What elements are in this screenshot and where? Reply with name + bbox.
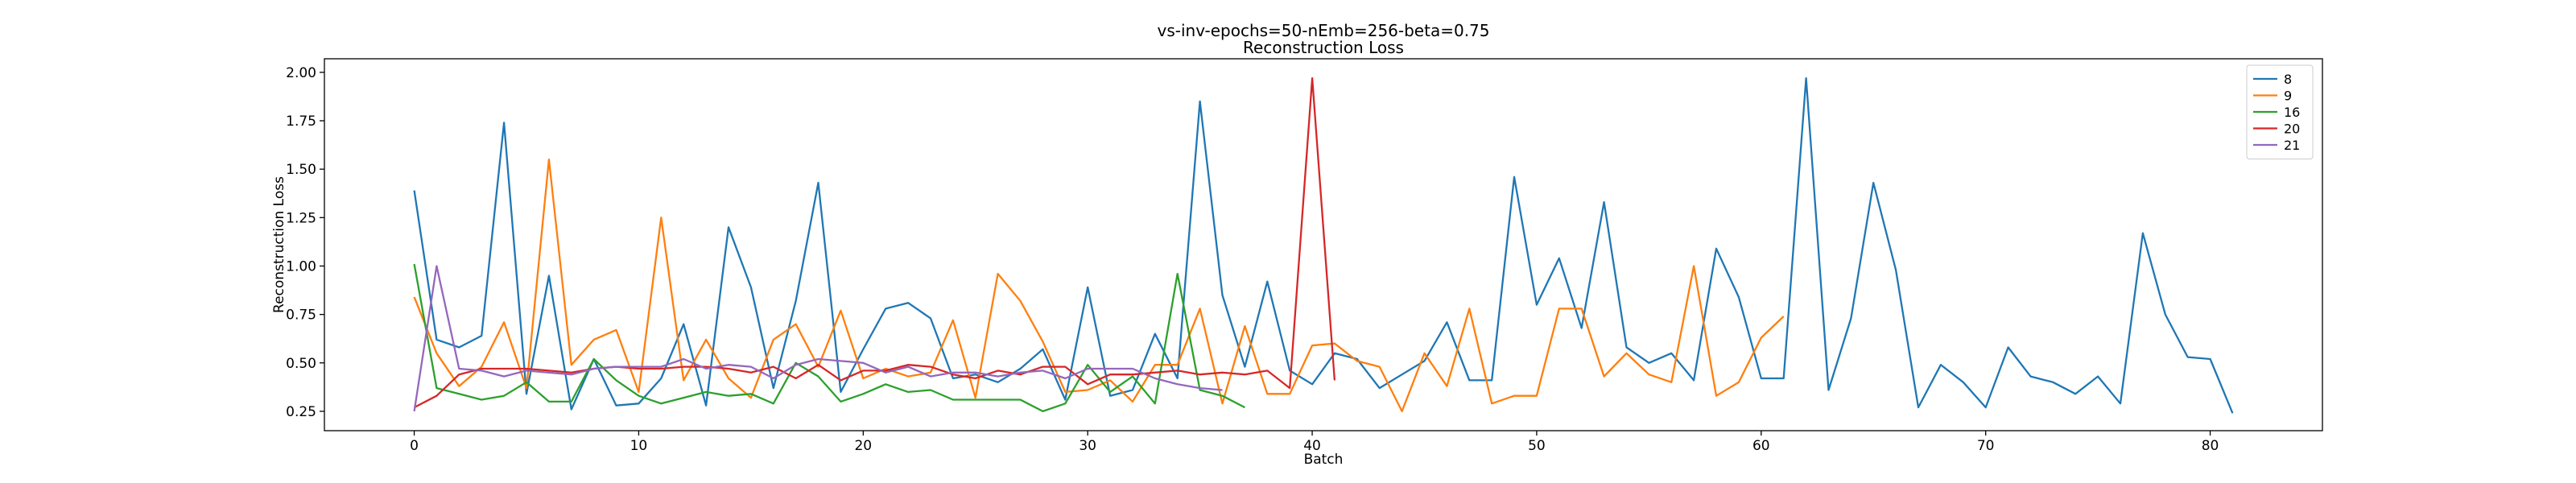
y-tick-label: 2.00: [286, 65, 316, 81]
x-tick-label: 20: [854, 438, 872, 454]
y-axis-label: Reconstruction Loss: [271, 176, 287, 313]
x-axis-label: Batch: [1304, 452, 1344, 468]
legend-label-8: 8: [2284, 72, 2292, 87]
y-tick-label: 1.00: [286, 258, 316, 275]
y-tick-label: 0.25: [286, 404, 316, 420]
x-tick-label: 30: [1079, 438, 1096, 454]
x-tick-label: 50: [1528, 438, 1546, 454]
series-line-20: [414, 76, 1336, 409]
y-tick-label: 1.25: [286, 210, 316, 226]
legend-label-16: 16: [2284, 105, 2300, 120]
series-line-21: [413, 265, 1223, 412]
y-tick-label: 0.50: [286, 356, 316, 372]
legend-label-9: 9: [2284, 89, 2292, 104]
y-tick-label: 1.50: [286, 162, 316, 178]
series-line-8: [413, 76, 2234, 414]
x-tick-label: 60: [1752, 438, 1770, 454]
y-tick-label: 1.75: [286, 114, 316, 130]
x-tick-label: 40: [1303, 438, 1321, 454]
axes-frame: [324, 58, 2323, 431]
x-tick-label: 0: [410, 438, 419, 454]
legend-label-21: 21: [2284, 138, 2300, 153]
y-tick-label: 0.75: [286, 308, 316, 324]
chart-subtitle: Reconstruction Loss: [1243, 38, 1404, 57]
x-tick-label: 80: [2202, 438, 2219, 454]
series-line-16: [413, 263, 1245, 413]
legend-label-20: 20: [2284, 122, 2300, 137]
plot-area: 0 10 20 30 40 50 60 70 80 0.25 0.50 0.75 1.00 1.25 1.5…: [286, 58, 2323, 454]
x-tick-label: 10: [630, 438, 648, 454]
series-line-9: [413, 158, 1785, 413]
chart-title: vs-inv-epochs=50-nEmb=256-beta=0.75: [1158, 21, 1490, 40]
legend-box: [2246, 64, 2314, 159]
x-tick-label: 70: [1977, 438, 1995, 454]
